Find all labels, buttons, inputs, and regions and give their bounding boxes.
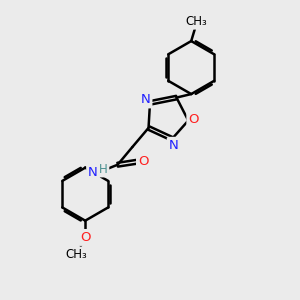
Text: H: H: [99, 163, 108, 176]
Text: N: N: [169, 139, 178, 152]
Text: O: O: [138, 155, 148, 168]
Text: O: O: [188, 112, 199, 126]
Text: N: N: [88, 166, 98, 179]
Text: O: O: [80, 231, 91, 244]
Text: N: N: [141, 93, 151, 106]
Text: CH₃: CH₃: [65, 248, 87, 261]
Text: CH₃: CH₃: [185, 15, 207, 28]
